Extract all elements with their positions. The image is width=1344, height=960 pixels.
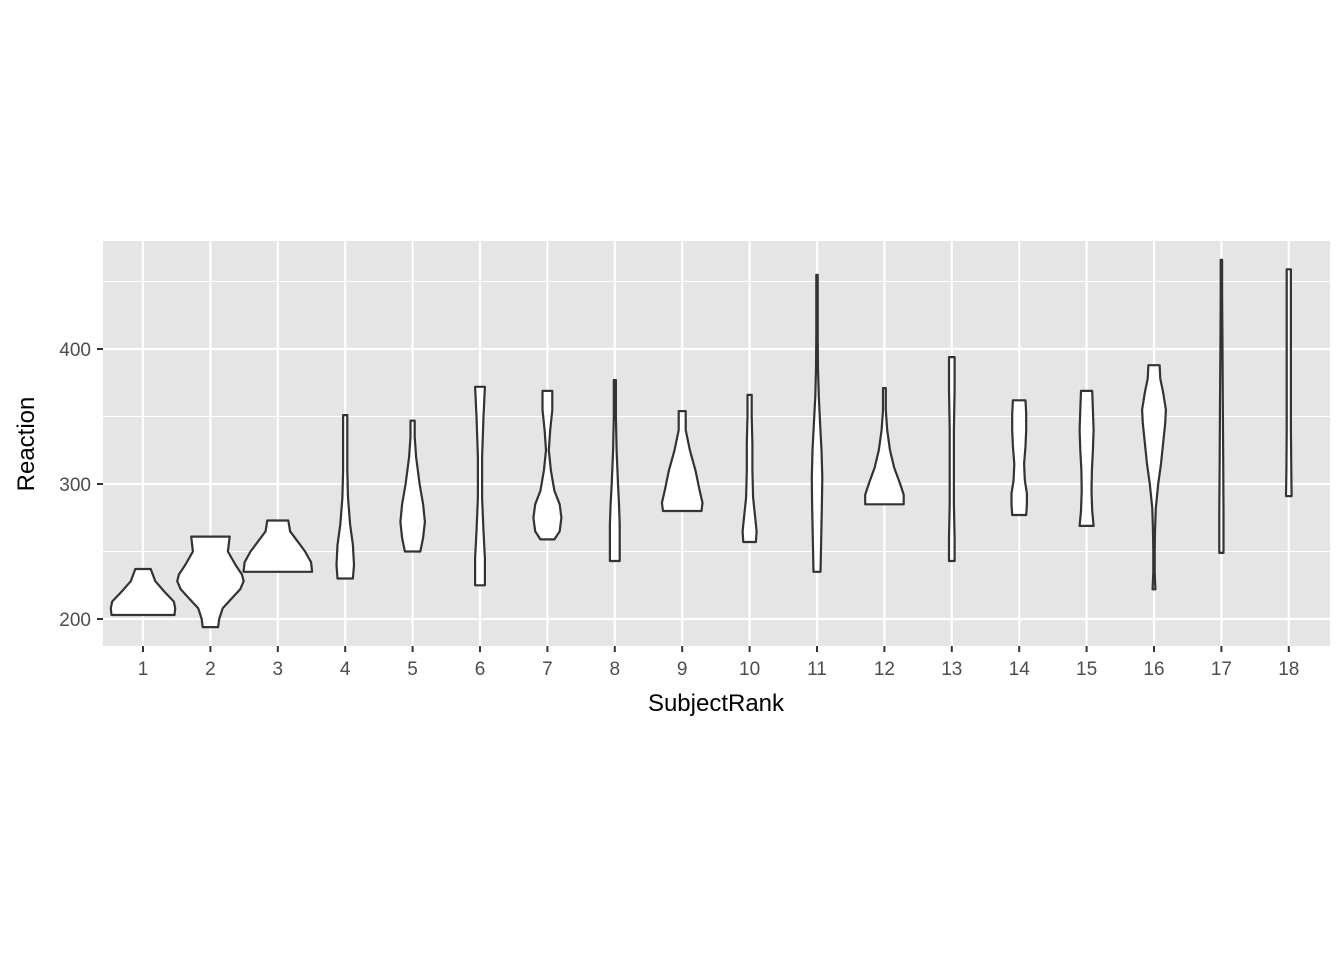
violin-18: [1284, 268, 1293, 498]
x-tick-label: 6: [475, 659, 486, 680]
x-tick-label: 14: [1009, 659, 1031, 680]
violin-17: [1218, 258, 1225, 554]
x-tick-label: 17: [1211, 659, 1232, 680]
violins: [109, 258, 1293, 629]
x-axis: 1 2 3 4 5 6 7 8 9 10 11 12 13 14 15 16 17 18: [138, 646, 1299, 680]
violin-12: [864, 387, 905, 506]
violin-4: [335, 414, 356, 580]
y-axis: 200 300 400: [59, 340, 103, 631]
x-tick-label: 4: [340, 659, 351, 680]
violin-13: [947, 356, 956, 563]
y-axis-title: Reaction: [13, 397, 40, 492]
violin-7: [532, 389, 563, 541]
x-tick-label: 15: [1076, 659, 1097, 680]
x-tick-label: 3: [273, 659, 284, 680]
violin-5: [399, 419, 426, 553]
violin-14: [1010, 399, 1028, 517]
violin-15: [1078, 389, 1095, 527]
violin-10: [741, 393, 758, 544]
violin-8: [608, 379, 621, 563]
violin-11: [810, 273, 824, 573]
x-tick-label: 16: [1143, 659, 1164, 680]
x-tick-label: 7: [542, 659, 553, 680]
x-tick-label: 5: [407, 659, 418, 680]
x-tick-label: 10: [739, 659, 760, 680]
x-axis-title: SubjectRank: [648, 690, 785, 717]
violin-16: [1141, 364, 1167, 591]
x-tick-label: 1: [138, 659, 149, 680]
violin-2: [176, 535, 245, 629]
x-tick-label: 12: [874, 659, 895, 680]
violin-1: [109, 567, 177, 617]
x-tick-label: 9: [677, 659, 688, 680]
x-tick-label: 13: [941, 659, 962, 680]
x-tick-label: 11: [807, 659, 827, 680]
y-tick-label: 200: [59, 610, 91, 631]
violin-9: [660, 410, 704, 513]
x-tick-label: 2: [205, 659, 216, 680]
y-tick-label: 400: [59, 340, 91, 361]
y-tick-label: 300: [59, 475, 91, 496]
violin-3: [242, 519, 314, 573]
x-tick-label: 18: [1278, 659, 1299, 680]
plot-panel: [103, 241, 1330, 646]
x-tick-label: 8: [610, 659, 621, 680]
violin-6: [474, 385, 486, 587]
grid-minor: [103, 280, 1330, 553]
